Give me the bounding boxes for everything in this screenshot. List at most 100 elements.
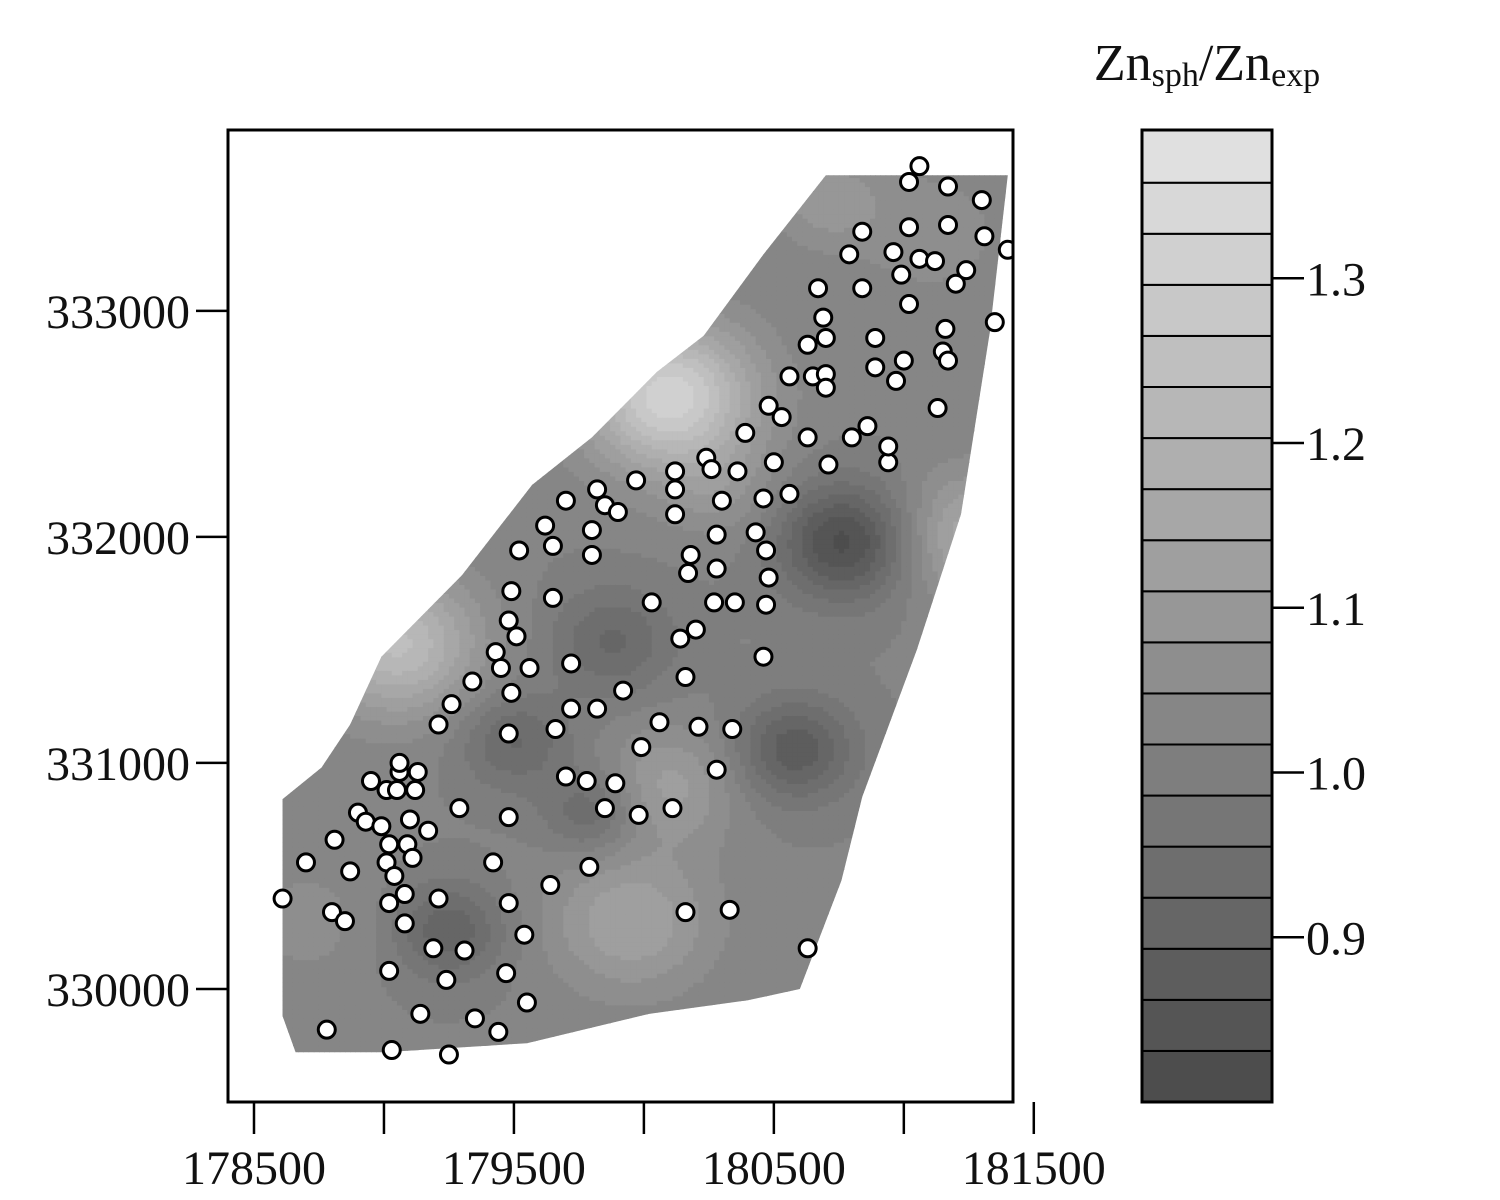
field-cell xyxy=(360,941,367,947)
field-cell xyxy=(376,353,382,359)
field-cell xyxy=(339,408,346,414)
field-cell xyxy=(267,932,273,937)
field-cell xyxy=(287,322,294,328)
field-cell xyxy=(287,602,294,608)
field-cell xyxy=(339,1022,346,1029)
field-cell xyxy=(370,200,377,206)
field-cell xyxy=(355,760,362,766)
field-cell xyxy=(329,439,336,445)
field-cell xyxy=(313,200,320,206)
field-cell xyxy=(376,955,382,961)
field-cell xyxy=(287,177,294,183)
field-cell xyxy=(282,656,284,662)
field-cell xyxy=(350,634,356,640)
field-cell xyxy=(282,304,284,310)
field-cell xyxy=(355,733,362,739)
field-cell xyxy=(350,819,356,825)
field-cell xyxy=(381,1031,388,1038)
field-cell xyxy=(272,449,278,454)
field-cell xyxy=(370,213,377,219)
field-cell xyxy=(334,507,341,513)
field-cell xyxy=(282,670,284,676)
field-cell xyxy=(355,448,362,454)
field-cell xyxy=(386,697,393,703)
field-cell xyxy=(391,801,398,807)
field-cell xyxy=(313,968,320,974)
field-cell xyxy=(292,774,299,780)
field-cell xyxy=(329,729,336,735)
field-cell xyxy=(282,484,284,491)
field-cell xyxy=(318,489,325,495)
field-cell xyxy=(386,493,393,500)
field-cell xyxy=(344,299,351,305)
field-cell xyxy=(287,222,294,228)
field-cell xyxy=(350,1036,356,1042)
field-cell xyxy=(282,724,284,730)
field-cell xyxy=(282,430,284,436)
field-cell xyxy=(318,1004,325,1010)
field-cell xyxy=(272,630,278,635)
field-cell xyxy=(313,955,320,961)
field-cell xyxy=(282,923,284,929)
field-cell xyxy=(282,299,284,305)
field-cell xyxy=(267,598,273,603)
field-cell xyxy=(282,462,289,468)
field-cell xyxy=(272,444,278,449)
field-cell xyxy=(350,692,356,698)
field-cell xyxy=(292,616,299,622)
field-cell xyxy=(386,175,393,179)
field-cell xyxy=(386,936,393,943)
field-cell xyxy=(292,869,299,875)
field-cell xyxy=(282,1036,284,1042)
field-cell xyxy=(292,805,299,811)
field-cell xyxy=(313,181,320,188)
field-cell xyxy=(308,367,315,373)
field-cell xyxy=(324,204,330,210)
field-cell xyxy=(308,335,315,341)
field-cell xyxy=(287,498,294,504)
field-cell xyxy=(370,968,377,974)
field-cell xyxy=(313,851,320,857)
field-cell xyxy=(272,358,278,363)
field-cell xyxy=(365,177,372,183)
field-cell xyxy=(308,837,315,843)
field-cell xyxy=(272,1045,278,1050)
field-cell xyxy=(365,530,372,536)
field-cell xyxy=(391,751,398,757)
field-cell xyxy=(339,1050,346,1053)
field-cell xyxy=(282,692,289,698)
field-cell xyxy=(355,742,362,748)
field-cell xyxy=(386,774,393,780)
field-cell xyxy=(308,1027,315,1033)
field-cell xyxy=(365,213,372,219)
field-cell xyxy=(370,882,377,888)
field-cell xyxy=(350,285,356,292)
field-cell xyxy=(355,543,362,549)
field-cell xyxy=(298,706,304,712)
field-cell xyxy=(376,1031,382,1038)
field-cell xyxy=(386,955,393,961)
field-cell xyxy=(350,837,356,843)
field-cell xyxy=(282,697,284,703)
field-cell xyxy=(339,959,346,965)
field-cell xyxy=(318,389,325,396)
field-cell xyxy=(308,701,315,708)
field-cell xyxy=(308,385,315,391)
field-cell xyxy=(355,796,362,802)
field-cell xyxy=(287,175,294,179)
field-cell xyxy=(386,254,393,260)
field-cell xyxy=(282,412,289,418)
field-cell xyxy=(298,1040,304,1047)
field-cell xyxy=(298,873,304,879)
field-cell xyxy=(303,258,310,264)
field-cell xyxy=(282,986,289,992)
field-cell xyxy=(324,742,330,748)
field-cell xyxy=(370,245,377,251)
field-cell xyxy=(376,756,382,762)
field-cell xyxy=(298,692,304,698)
field-cell xyxy=(329,593,336,599)
field-cell xyxy=(355,168,361,173)
field-cell xyxy=(267,734,273,739)
field-cell xyxy=(303,448,310,454)
field-cell xyxy=(324,362,330,368)
